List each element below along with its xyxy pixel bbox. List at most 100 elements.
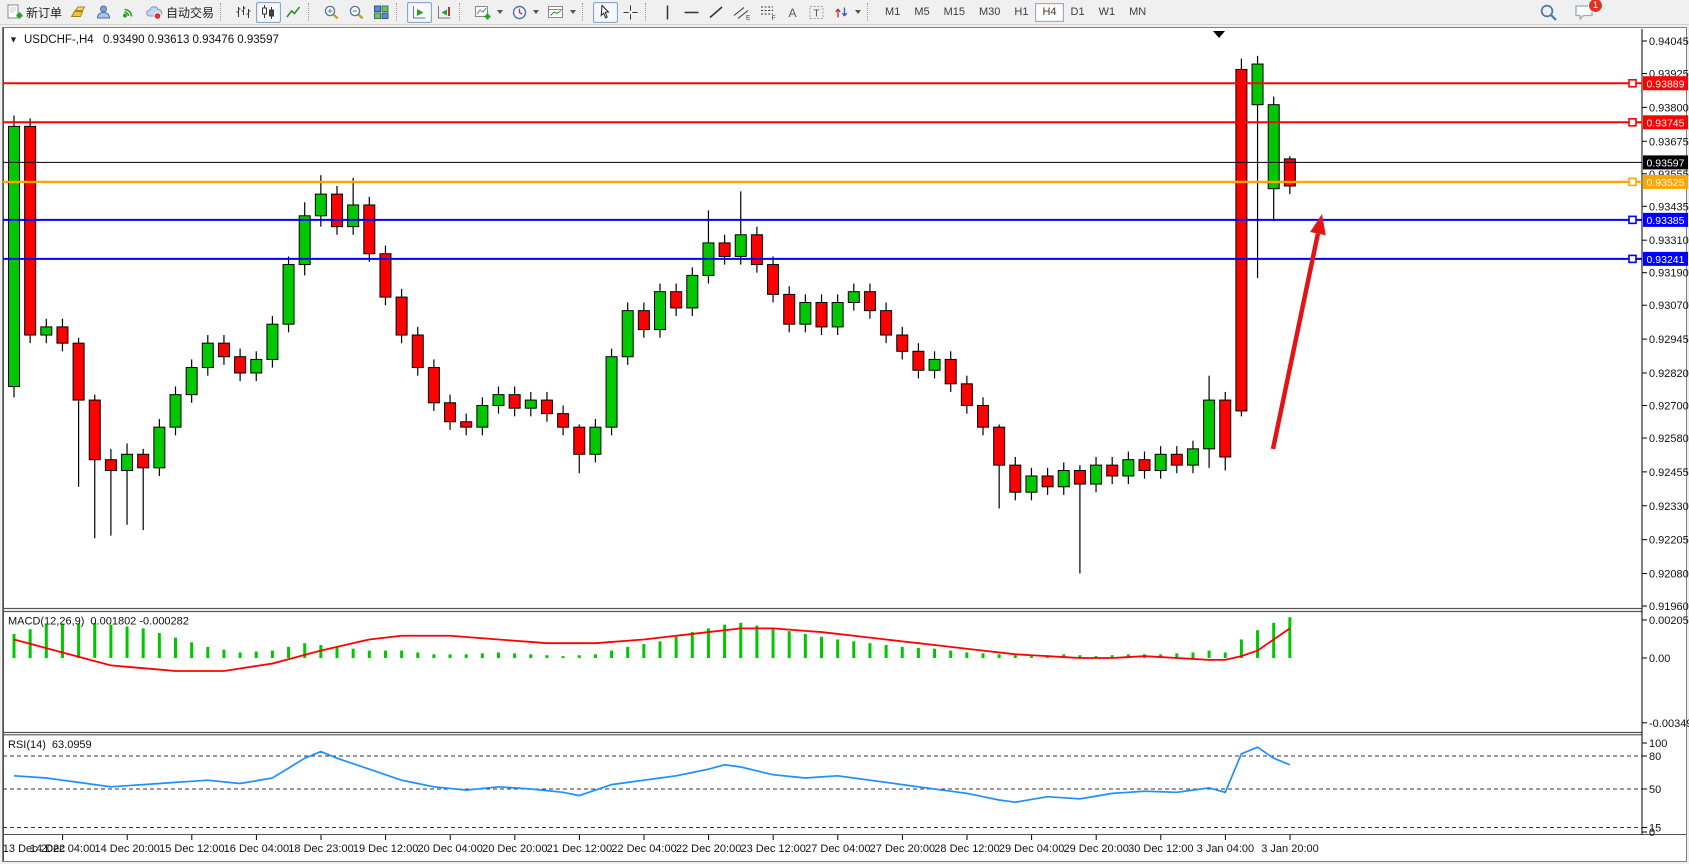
- candle-body: [282, 264, 295, 325]
- candle-body: [993, 426, 1006, 466]
- chart-canvas[interactable]: 0.940450.939250.938000.936750.935550.934…: [0, 25, 1689, 864]
- candle-body: [1025, 475, 1038, 493]
- tab-timeframe-M1[interactable]: M1: [878, 3, 907, 22]
- price-badge: [1643, 212, 1688, 227]
- time-tick-label: 23 Dec 12:00: [740, 843, 805, 855]
- vertical-line-button[interactable]: [656, 2, 679, 23]
- tile-windows-button[interactable]: [369, 2, 394, 23]
- time-tick-label: 18 Dec 23:00: [288, 843, 353, 855]
- equidistant-channel-button[interactable]: E: [729, 2, 755, 23]
- price-badge: [1643, 76, 1688, 91]
- candlestick-chart-button[interactable]: [256, 1, 282, 23]
- gold-bar-icon: [70, 6, 86, 17]
- candle-body: [427, 367, 440, 404]
- trend-arrow-head[interactable]: [1310, 214, 1326, 236]
- add-indicator-button[interactable]: [470, 2, 507, 23]
- price-tick-label: 0.92330: [1649, 501, 1689, 513]
- chart-shift-marker[interactable]: [1213, 31, 1225, 38]
- zoom-out-button[interactable]: [344, 2, 369, 23]
- dropdown-caret-icon: [497, 10, 504, 14]
- person-icon: [97, 5, 111, 18]
- gold-bar-button[interactable]: [66, 2, 91, 23]
- toolbar-right-group: 1: [1539, 0, 1603, 22]
- arrows-button[interactable]: [829, 2, 865, 23]
- fibonacci-button[interactable]: F: [755, 2, 781, 23]
- bar-chart-button[interactable]: [231, 2, 256, 23]
- price-tick-label: 0.92820: [1649, 368, 1689, 380]
- template-icon: [548, 5, 564, 18]
- community-button[interactable]: [91, 2, 116, 23]
- tab-timeframe-D1[interactable]: D1: [1064, 3, 1092, 22]
- cursor-button[interactable]: [593, 1, 619, 23]
- candle-body: [363, 204, 376, 255]
- candle-body: [266, 323, 279, 360]
- line-chart-button[interactable]: [281, 2, 306, 23]
- candle-body: [863, 291, 876, 312]
- candle-body: [1090, 464, 1103, 485]
- candle-body: [621, 310, 634, 358]
- candle-body: [783, 293, 796, 325]
- candle-body: [104, 459, 117, 472]
- tab-timeframe-MN[interactable]: MN: [1122, 3, 1153, 22]
- dropdown-caret-icon: [855, 10, 862, 14]
- candle-body: [605, 356, 618, 428]
- notification-count-badge: 1: [1588, 0, 1603, 13]
- chart-shift-button[interactable]: [432, 2, 457, 23]
- line-chart-icon: [286, 6, 301, 17]
- macd-tick-label: -0.003498: [1649, 718, 1689, 730]
- toolbar-grip: [582, 3, 589, 21]
- candle-body: [1186, 448, 1199, 466]
- window-menu-icon[interactable]: ▼: [9, 35, 18, 45]
- line-anchor-marker[interactable]: [1628, 215, 1637, 225]
- candle-body: [1203, 399, 1216, 450]
- timeframe-switcher: M1 M5 M15 M30 H1 H4 D1 W1 MN: [878, 2, 1153, 22]
- svg-text:F: F: [772, 14, 776, 20]
- tab-timeframe-W1[interactable]: W1: [1092, 3, 1123, 22]
- price-badge: [1643, 115, 1688, 130]
- time-tick-label: 28 Dec 12:00: [934, 843, 999, 855]
- tab-timeframe-M15[interactable]: M15: [937, 3, 972, 22]
- tab-timeframe-H1[interactable]: H1: [1007, 3, 1035, 22]
- candle-body: [444, 402, 457, 423]
- rsi-tick-label: 15: [1649, 823, 1661, 835]
- line-anchor-marker[interactable]: [1628, 118, 1637, 127]
- cursor-arrow-icon: [600, 3, 610, 18]
- new-order-button[interactable]: 新订单: [2, 2, 66, 23]
- time-tick-label: 14 Dec 20:00: [94, 843, 159, 855]
- tab-timeframe-H4[interactable]: H4: [1035, 2, 1064, 22]
- bar-chart-icon: [236, 5, 251, 18]
- crosshair-button[interactable]: [618, 2, 643, 23]
- notifications-button[interactable]: 1: [1574, 0, 1603, 22]
- time-tick-label: 27 Dec 20:00: [870, 843, 935, 855]
- autotrading-button[interactable]: 自动交易: [141, 2, 218, 23]
- line-anchor-marker[interactable]: [1628, 177, 1637, 187]
- candle-body: [379, 253, 392, 298]
- search-icon[interactable]: [1539, 3, 1558, 22]
- periods-button[interactable]: [507, 2, 543, 23]
- templates-button[interactable]: [543, 2, 580, 23]
- line-anchor-marker[interactable]: [1628, 78, 1637, 88]
- candle-body: [508, 394, 521, 409]
- candle-body: [831, 302, 844, 328]
- chart-title-symbol: USDCHF-,H4: [24, 34, 94, 46]
- tab-timeframe-M30[interactable]: M30: [972, 3, 1007, 22]
- candle-body: [411, 334, 424, 369]
- autoscroll-button[interactable]: [407, 1, 433, 23]
- zoom-in-button[interactable]: [319, 2, 344, 23]
- text-label-button[interactable]: T: [804, 2, 829, 23]
- text-button[interactable]: A: [781, 2, 804, 23]
- time-tick-label: 3 Jan 20:00: [1261, 843, 1319, 855]
- price-tick-label: 0.92080: [1649, 569, 1689, 581]
- candle-body: [750, 234, 763, 266]
- candle-body: [928, 358, 941, 371]
- candle-body: [1219, 399, 1232, 458]
- signals-button[interactable]: [116, 2, 141, 23]
- trendline-button[interactable]: [704, 2, 729, 23]
- toolbar: 新订单 自动交易: [0, 0, 1689, 25]
- trend-arrow-shaft[interactable]: [1270, 233, 1321, 450]
- line-anchor-marker[interactable]: [1628, 254, 1637, 264]
- rsi-label: RSI(14) 63.0959: [8, 739, 92, 751]
- price-badge-label: 0.93889: [1647, 78, 1685, 90]
- horizontal-line-button[interactable]: [679, 2, 704, 23]
- tab-timeframe-M5[interactable]: M5: [907, 3, 936, 22]
